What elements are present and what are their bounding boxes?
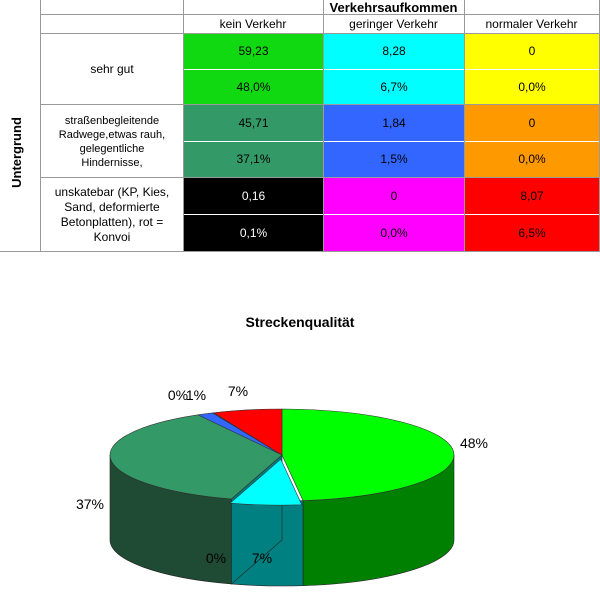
column-header-kein-verkehr: kein Verkehr [219, 16, 287, 31]
column-header-geringer-verkehr: geringer Verkehr [349, 16, 438, 31]
pie-slice-label: 37% [76, 496, 104, 512]
percent-cell: 0,0% [465, 70, 599, 104]
percent-cell: 48,0% [184, 70, 323, 104]
pie-slice [212, 408, 283, 456]
pie-slice-label: 7% [228, 383, 248, 399]
pie-slice-label: 48% [460, 435, 488, 451]
pie-slice-label: 7% [252, 550, 272, 566]
value-cell: 0,16 [184, 178, 323, 214]
percent-cell: 1,5% [324, 142, 464, 177]
percent-cell: 0,1% [184, 215, 323, 251]
pie-slice [109, 414, 283, 500]
pie-slice-label: 1% [186, 387, 206, 403]
value-cell: 1,84 [324, 105, 464, 141]
percent-cell: 0,0% [465, 142, 599, 177]
column-header-normaler-verkehr: normaler Verkehr [485, 16, 578, 31]
percent-cell: 0,0% [324, 215, 464, 251]
value-cell: 59,23 [184, 34, 323, 69]
row-label-sehr-gut: sehr gut [90, 61, 134, 76]
percent-cell: 37,1% [184, 142, 323, 177]
pie-slice-label: 0% [168, 387, 188, 403]
column-group-header: Verkehrsaufkommen [329, 0, 458, 15]
row-label-radwege: straßenbegleitende Radwege,etwas rauh, g… [58, 115, 166, 169]
pie-slice-label: 0% [206, 550, 226, 566]
value-cell: 0 [465, 105, 599, 141]
value-cell: 0 [324, 178, 464, 214]
value-cell: 8,07 [465, 178, 599, 214]
percent-cell: 6,7% [324, 70, 464, 104]
percent-cell: 6,5% [465, 215, 599, 251]
pie-slice [229, 458, 303, 506]
value-cell: 0 [465, 34, 599, 69]
chart-title: Streckenqualität [245, 314, 355, 330]
row-label-unskatebar: unskatebar (KP, Kies, Sand, deformierte … [54, 184, 170, 244]
pie-slice [281, 408, 455, 501]
value-cell: 45,71 [184, 105, 323, 141]
value-cell: 8,28 [324, 34, 464, 69]
